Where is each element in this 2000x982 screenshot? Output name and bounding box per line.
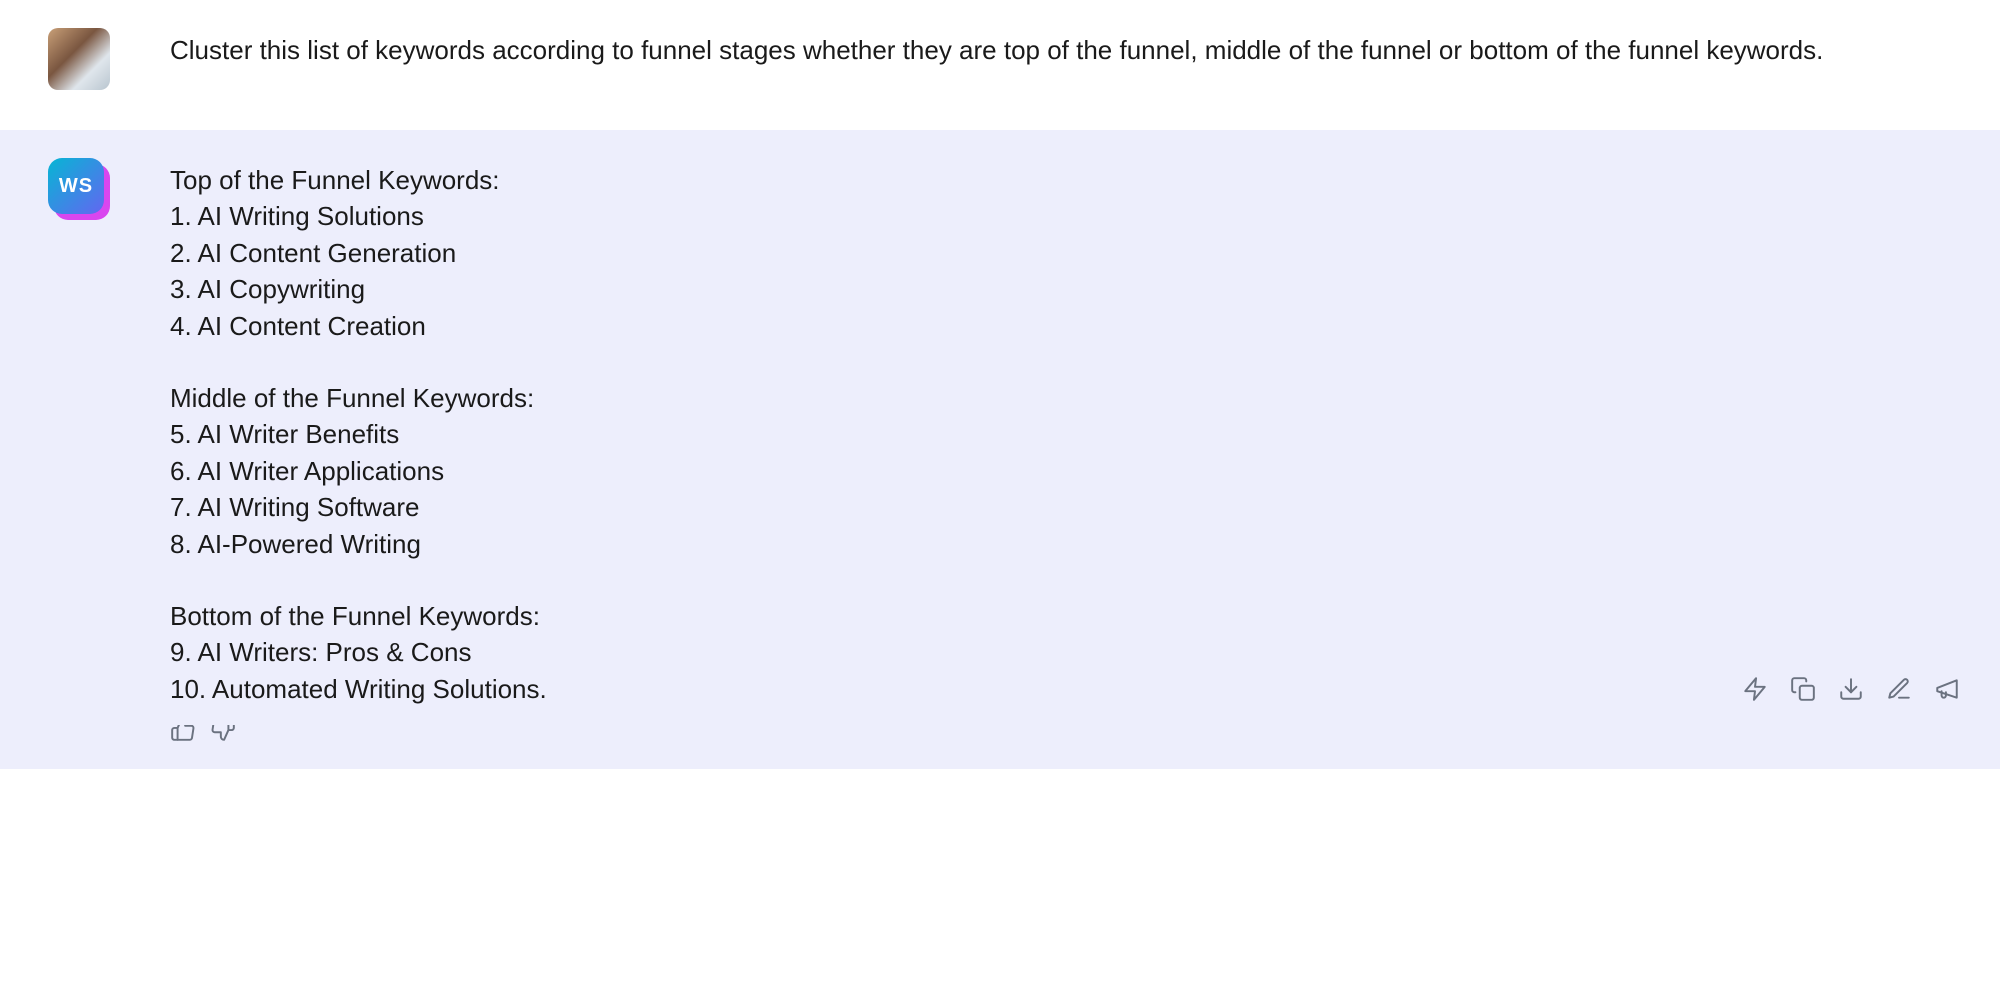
funnel-section-middle: Middle of the Funnel Keywords: 5. AI Wri…: [170, 380, 1952, 562]
megaphone-icon[interactable]: [1934, 675, 1960, 711]
list-item: 1. AI Writing Solutions: [170, 198, 1952, 234]
download-icon[interactable]: [1838, 675, 1864, 711]
ws-logo-tile: WS: [48, 158, 104, 214]
assistant-message-row: WS Top of the Funnel Keywords: 1. AI Wri…: [0, 130, 2000, 725]
edit-icon[interactable]: [1886, 675, 1912, 711]
assistant-action-bar: [1742, 675, 1960, 711]
assistant-message-content: Top of the Funnel Keywords: 1. AI Writin…: [170, 158, 1952, 715]
list-item: 9. AI Writers: Pros & Cons: [170, 634, 1952, 670]
ws-logo-text: WS: [59, 172, 93, 200]
user-avatar: [48, 28, 110, 90]
funnel-section-bottom: Bottom of the Funnel Keywords: 9. AI Wri…: [170, 598, 1952, 707]
ws-logo: WS: [48, 158, 110, 220]
funnel-section-top: Top of the Funnel Keywords: 1. AI Writin…: [170, 162, 1952, 344]
user-message-row: Cluster this list of keywords according …: [0, 0, 2000, 130]
section-heading: Middle of the Funnel Keywords:: [170, 380, 1952, 416]
list-item: 6. AI Writer Applications: [170, 453, 1952, 489]
list-item: 2. AI Content Generation: [170, 235, 1952, 271]
list-item: 8. AI-Powered Writing: [170, 526, 1952, 562]
section-heading: Bottom of the Funnel Keywords:: [170, 598, 1952, 634]
list-item: 4. AI Content Creation: [170, 308, 1952, 344]
list-item: 5. AI Writer Benefits: [170, 416, 1952, 452]
user-message-text: Cluster this list of keywords according …: [170, 32, 1952, 68]
section-heading: Top of the Funnel Keywords:: [170, 162, 1952, 198]
user-message-content: Cluster this list of keywords according …: [170, 28, 1952, 68]
list-item: 7. AI Writing Software: [170, 489, 1952, 525]
list-item: 10. Automated Writing Solutions.: [170, 671, 1952, 707]
assistant-avatar: WS: [48, 158, 110, 220]
copy-icon[interactable]: [1790, 675, 1816, 711]
user-avatar-image: [48, 28, 110, 90]
list-item: 3. AI Copywriting: [170, 271, 1952, 307]
flash-icon[interactable]: [1742, 675, 1768, 711]
